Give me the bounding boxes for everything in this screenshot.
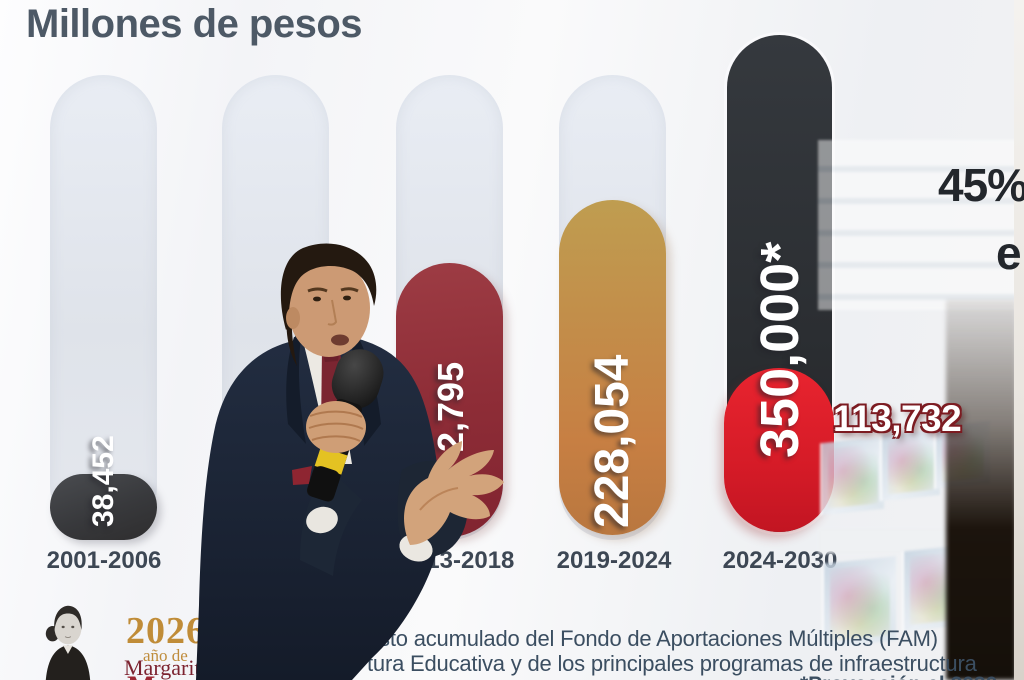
microphone-head bbox=[331, 349, 384, 409]
chart-title: Millones de pesos bbox=[26, 2, 363, 46]
caption-line-1: esto acumulado del Fondo de Aportaciones… bbox=[367, 626, 938, 651]
presenter-fingers bbox=[308, 410, 364, 442]
microphone-tip bbox=[307, 466, 340, 502]
annotation-partial-word: e bbox=[996, 227, 1022, 279]
presenter-hair bbox=[280, 243, 377, 330]
presenter-lapel bbox=[286, 337, 306, 444]
presenter-brow bbox=[340, 287, 359, 293]
logo-subtitle: año de bbox=[143, 646, 188, 665]
bar-fill-2019-2024 bbox=[559, 200, 666, 535]
presenter-nose bbox=[327, 299, 338, 326]
caption-line-3-clipped: *Proyección al 2030 bbox=[800, 673, 1000, 680]
presenter-eye bbox=[343, 295, 351, 301]
shirt-cuff bbox=[306, 506, 338, 534]
presenter-mouth bbox=[331, 334, 349, 346]
classroom-photo-backdrop bbox=[818, 140, 1016, 680]
bar-track-2001-2006 bbox=[50, 75, 157, 540]
presenter-face bbox=[288, 259, 370, 357]
presenter-ear bbox=[286, 307, 300, 329]
bar-fill-2001-2006 bbox=[50, 474, 157, 540]
window-band bbox=[818, 140, 1016, 310]
presenter-open-hand bbox=[404, 441, 504, 545]
axis-label-2019-2024: 2019-2024 bbox=[556, 547, 672, 574]
logo-name: Margarita bbox=[124, 655, 211, 680]
caption-line-2: tura Educativa y de los principales prog… bbox=[367, 651, 977, 676]
logo-name-clipped: Maza bbox=[127, 672, 217, 680]
axis-label-2001-2006: 2001-2006 bbox=[46, 547, 162, 574]
annotation-113732: 113,732 bbox=[833, 398, 962, 439]
margarita-maza-portrait bbox=[33, 599, 101, 680]
annotation-45-percent: 45% bbox=[938, 159, 1024, 211]
presenter-eye bbox=[313, 296, 321, 302]
presenter-palm-line bbox=[419, 487, 459, 511]
presenter-brow bbox=[307, 287, 328, 293]
logo-year: 2026 bbox=[126, 610, 206, 652]
screen-edge-shadow bbox=[946, 300, 1016, 680]
pocket-square bbox=[292, 466, 312, 485]
bar-fill-2024-2030-red-segment bbox=[724, 368, 834, 532]
screen-right-edge bbox=[1014, 0, 1024, 680]
